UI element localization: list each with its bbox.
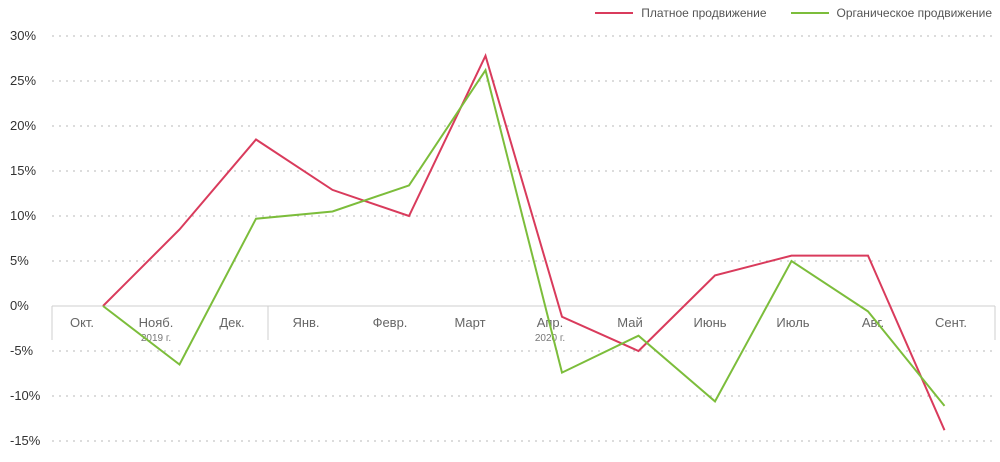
y-tick-label: -15% xyxy=(10,433,41,448)
x-tick-label: Июль xyxy=(776,315,809,330)
x-tick-label: Янв. xyxy=(292,315,319,330)
x-tick-label: Окт. xyxy=(70,315,94,330)
y-tick-label: 30% xyxy=(10,28,36,43)
legend-item-paid[interactable]: Платное продвижение xyxy=(595,6,767,20)
legend: Платное продвижение Органическое продвиж… xyxy=(595,6,992,20)
y-tick-label: 20% xyxy=(10,118,36,133)
y-tick-label: -5% xyxy=(10,343,34,358)
y-tick-label: 10% xyxy=(10,208,36,223)
x-year-label: 2019 г. xyxy=(141,333,171,344)
x-tick-label: Авг. xyxy=(862,315,884,330)
x-tick-label: Нояб. xyxy=(139,315,174,330)
x-year-label: 2020 г. xyxy=(535,333,565,344)
series-line-paid xyxy=(102,53,946,431)
x-tick-label: Март xyxy=(454,315,485,330)
y-tick-label: 5% xyxy=(10,253,29,268)
y-tick-label: 15% xyxy=(10,163,36,178)
y-tick-label: -10% xyxy=(10,388,41,403)
y-tick-label: 25% xyxy=(10,73,36,88)
legend-swatch-paid xyxy=(595,12,634,14)
x-tick-label: Сент. xyxy=(935,315,967,330)
x-tick-label: Февр. xyxy=(373,315,408,330)
x-tick-label: Дек. xyxy=(219,315,244,330)
legend-swatch-organic xyxy=(790,12,829,14)
legend-label-organic: Органическое продвижение xyxy=(836,6,992,20)
y-tick-label: 0% xyxy=(10,298,29,313)
x-tick-label: Май xyxy=(617,315,642,330)
legend-item-organic[interactable]: Органическое продвижение xyxy=(790,6,992,20)
series-line-organic xyxy=(102,67,946,407)
legend-label-paid: Платное продвижение xyxy=(641,6,767,20)
x-tick-label: Июнь xyxy=(693,315,726,330)
